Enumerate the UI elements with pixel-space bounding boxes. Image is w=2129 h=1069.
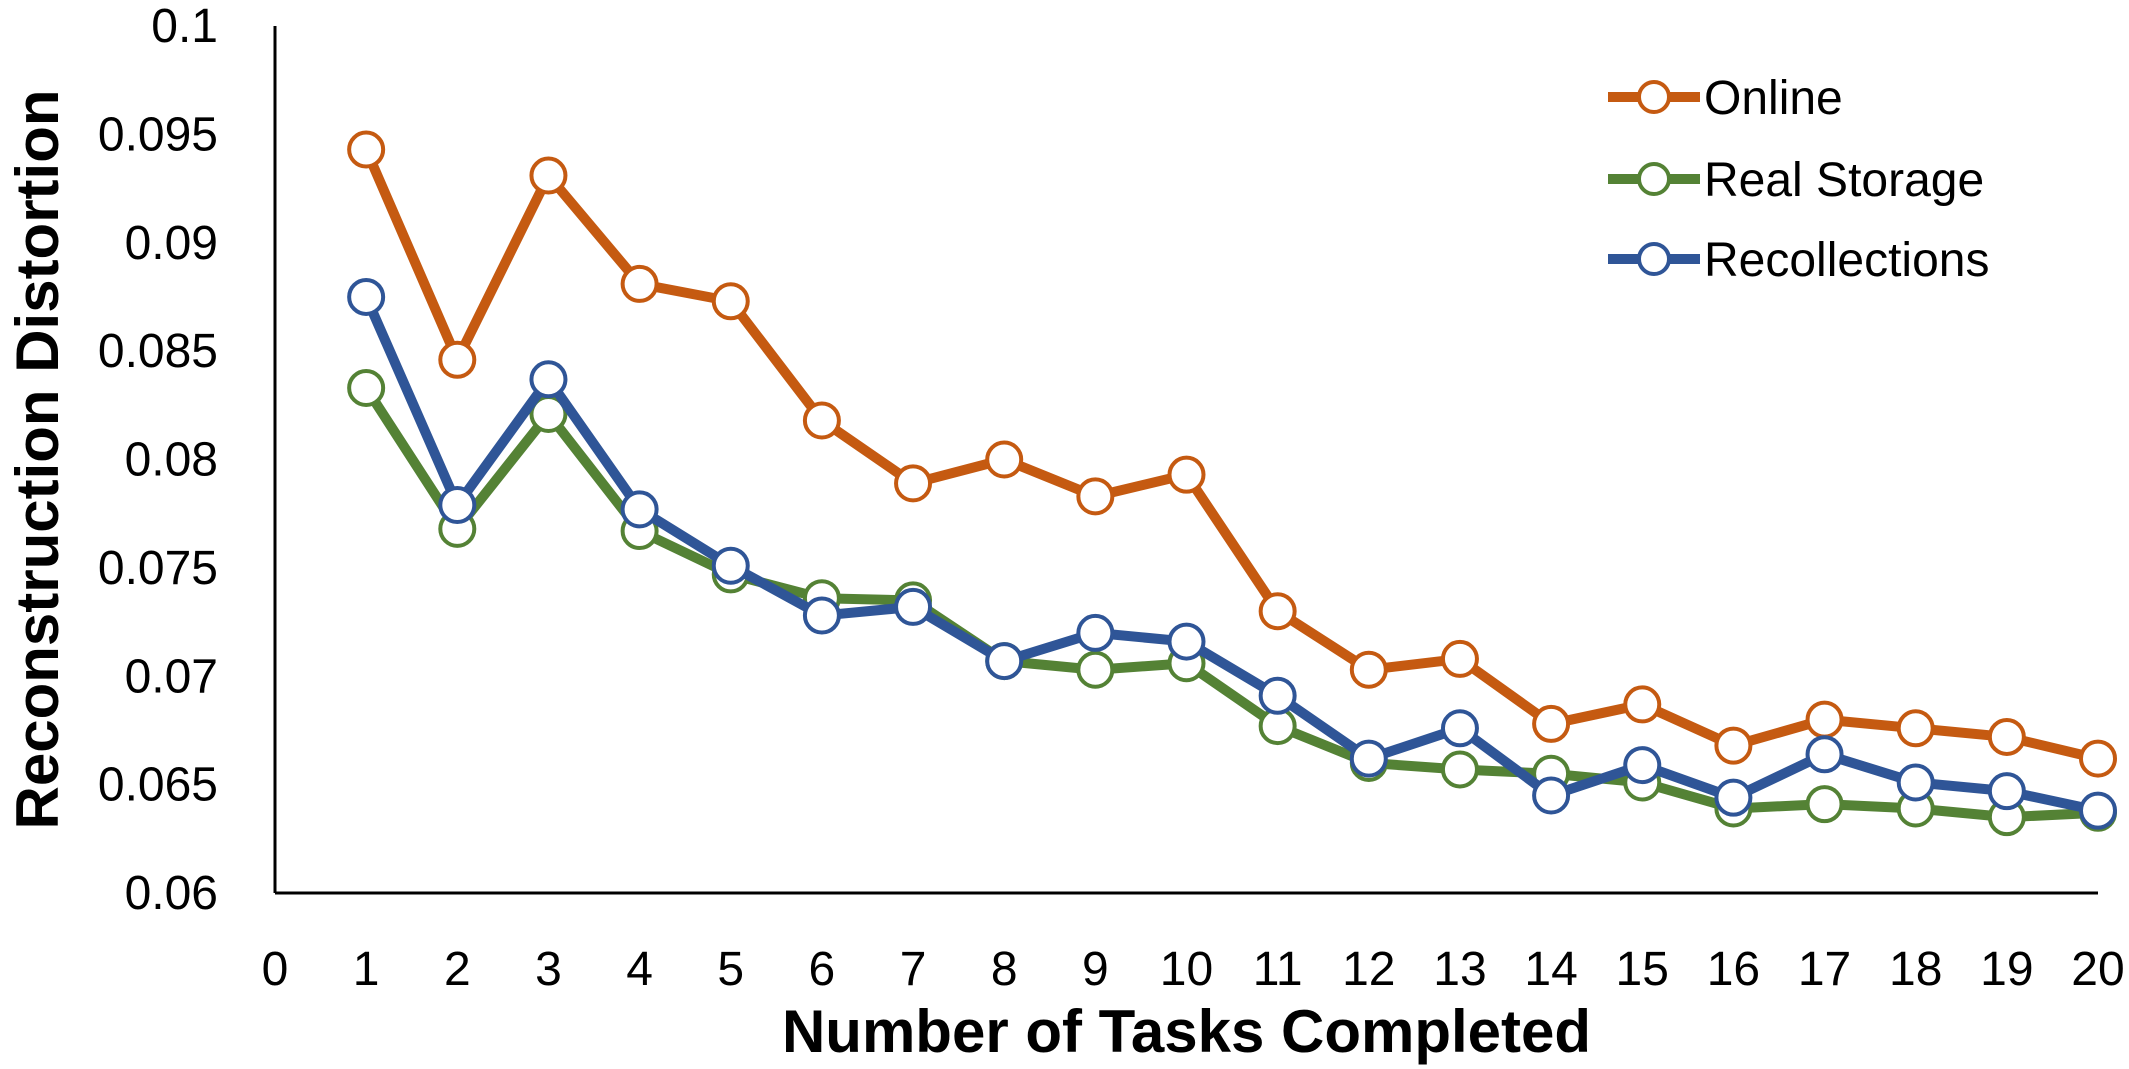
legend-item: Online <box>1608 72 1843 125</box>
y-tick-label: 0.1 <box>151 0 218 53</box>
x-tick-labels: 0 1 2 3 4 5 6 7 8 9 10 11 12 13 14 15 16 17 18 19 20 <box>262 943 2125 996</box>
data-point <box>1076 650 1115 689</box>
y-tick-label: 0.075 <box>98 542 218 595</box>
x-tick-label: 2 <box>444 943 471 996</box>
data-point <box>1805 785 1844 824</box>
legend-marker <box>1637 80 1671 114</box>
x-tick-label: 13 <box>1433 943 1486 996</box>
x-tick-label: 7 <box>900 943 927 996</box>
y-tick-label: 0.06 <box>125 867 218 920</box>
y-tick-label: 0.095 <box>98 108 218 161</box>
data-point <box>802 596 841 635</box>
data-point <box>620 264 659 303</box>
data-point <box>1805 700 1844 739</box>
data-point <box>438 340 477 379</box>
data-point <box>347 130 386 169</box>
data-point <box>1349 650 1388 689</box>
data-point <box>985 642 1024 681</box>
data-point <box>1167 455 1206 494</box>
data-point <box>347 368 386 407</box>
x-tick-label: 9 <box>1082 943 1109 996</box>
y-tick-label: 0.09 <box>125 217 218 270</box>
data-point <box>2079 739 2117 778</box>
legend-marker <box>1637 242 1671 276</box>
legend-label: Online <box>1704 72 1843 125</box>
x-tick-label: 1 <box>353 943 380 996</box>
data-point <box>1440 639 1479 678</box>
x-tick-label: 12 <box>1342 943 1395 996</box>
data-point <box>1714 726 1753 765</box>
y-tick-label: 0.08 <box>125 434 218 487</box>
data-point <box>1076 613 1115 652</box>
data-point <box>1440 709 1479 748</box>
data-point <box>1896 709 1935 748</box>
x-tick-label: 3 <box>535 943 562 996</box>
legend: Online Real Storage Recollections <box>1608 72 1989 287</box>
data-point <box>1987 717 2026 756</box>
x-tick-label: 0 <box>262 943 289 996</box>
data-point <box>1349 739 1388 778</box>
series-layer <box>347 130 2117 837</box>
x-tick-label: 14 <box>1524 943 1577 996</box>
series-line <box>361 294 2100 816</box>
data-point <box>711 546 750 585</box>
data-point <box>1623 746 1662 785</box>
data-point <box>347 277 386 316</box>
data-point <box>1714 778 1753 817</box>
legend-label: Real Storage <box>1704 154 1984 207</box>
data-point <box>1258 592 1297 631</box>
data-point <box>1896 763 1935 802</box>
x-tick-label: 20 <box>2071 943 2124 996</box>
data-point <box>1987 772 2026 811</box>
legend-label: Recollections <box>1704 234 1989 287</box>
x-tick-label: 15 <box>1616 943 1669 996</box>
series-online <box>347 130 2117 778</box>
data-point <box>1532 776 1571 815</box>
x-tick-label: 17 <box>1798 943 1851 996</box>
data-point <box>711 282 750 321</box>
x-tick-label: 16 <box>1707 943 1760 996</box>
x-tick-label: 10 <box>1160 943 1213 996</box>
data-point <box>438 486 477 525</box>
data-point <box>894 587 933 626</box>
data-point <box>1076 477 1115 516</box>
data-point <box>985 440 1024 479</box>
x-axis-title: Number of Tasks Completed <box>782 998 1591 1065</box>
x-tick-label: 8 <box>991 943 1018 996</box>
data-point <box>1258 676 1297 715</box>
legend-marker <box>1637 162 1671 196</box>
data-point <box>894 464 933 503</box>
y-tick-labels: 0.06 0.065 0.07 0.075 0.08 0.085 0.09 0.095 0.1 <box>98 0 218 920</box>
y-axis-title: Reconstruction Distortion <box>4 89 71 829</box>
x-tick-label: 18 <box>1889 943 1942 996</box>
y-tick-label: 0.065 <box>98 759 218 812</box>
data-point <box>1532 704 1571 743</box>
axes <box>273 26 2098 895</box>
x-tick-label: 19 <box>1980 943 2033 996</box>
series-recollections <box>347 277 2117 830</box>
legend-item: Real Storage <box>1608 154 1984 207</box>
y-tick-label: 0.085 <box>98 325 218 378</box>
data-point <box>802 401 841 440</box>
data-point <box>620 490 659 529</box>
y-tick-label: 0.07 <box>125 650 218 703</box>
x-tick-label: 4 <box>626 943 653 996</box>
x-tick-label: 6 <box>809 943 836 996</box>
data-point <box>1805 735 1844 774</box>
data-point <box>529 360 568 399</box>
data-point <box>529 156 568 195</box>
data-point <box>1440 750 1479 789</box>
data-point <box>1623 685 1662 724</box>
x-tick-label: 5 <box>717 943 744 996</box>
data-point <box>2079 791 2117 830</box>
data-point <box>1167 622 1206 661</box>
legend-item: Recollections <box>1608 234 1989 287</box>
x-tick-label: 11 <box>1253 943 1303 996</box>
